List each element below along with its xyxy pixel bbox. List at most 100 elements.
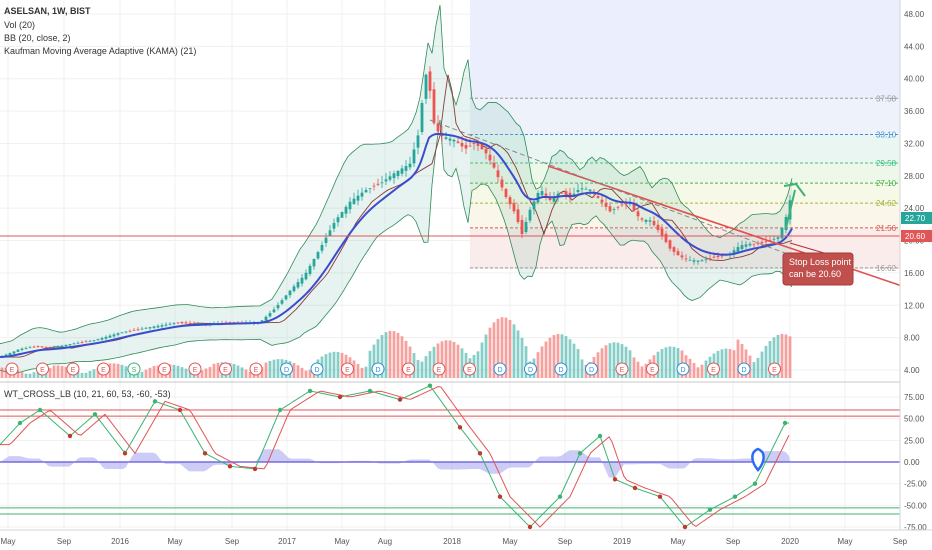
candle-body xyxy=(436,123,440,132)
candle-body xyxy=(500,179,504,188)
volume-bar xyxy=(612,342,616,378)
event-marker-circle xyxy=(188,362,202,376)
volume-bar xyxy=(140,371,144,378)
volume-bar xyxy=(332,351,336,378)
volume-bar xyxy=(392,331,396,378)
volume-bar xyxy=(96,367,100,378)
volume-bar xyxy=(376,339,380,378)
volume-bar xyxy=(644,363,648,378)
fib-level-label: 24.62 xyxy=(876,199,897,208)
price-tick-label: 48.00 xyxy=(904,10,925,19)
volume-bar xyxy=(300,367,304,378)
volume-bar xyxy=(736,339,740,378)
volume-bar xyxy=(560,334,564,378)
volume-bar xyxy=(248,371,252,378)
candle-body xyxy=(452,139,456,142)
candle-body xyxy=(232,322,236,323)
event-marker-circle xyxy=(432,362,446,376)
time-tick-label: Sep xyxy=(225,537,240,546)
candle-body xyxy=(320,244,324,251)
candle-body xyxy=(456,141,460,143)
volume-bar xyxy=(428,351,432,378)
candle-body xyxy=(540,191,544,196)
osc-cross-dot xyxy=(17,420,23,426)
volume-bar xyxy=(24,373,28,378)
volume-bar xyxy=(60,365,64,378)
event-marker-label: E xyxy=(223,367,228,374)
volume-bar xyxy=(416,359,420,378)
volume-bar xyxy=(600,348,604,378)
event-marker-circle xyxy=(676,362,690,376)
volume-bar xyxy=(76,371,80,378)
volume-bar xyxy=(88,370,92,378)
candle-body xyxy=(48,347,52,349)
volume-bar xyxy=(668,346,672,378)
volume-bar xyxy=(48,367,52,378)
volume-bar xyxy=(480,342,484,378)
osc-cross-dot xyxy=(227,464,233,469)
volume-bar xyxy=(304,370,308,378)
event-marker-label: D xyxy=(741,367,746,374)
candle-body xyxy=(140,328,144,330)
time-tick-label: Sep xyxy=(893,537,908,546)
candle-body xyxy=(532,201,536,210)
candle-body xyxy=(76,342,80,344)
volume-bar xyxy=(516,330,520,378)
pin-marker-icon xyxy=(751,447,765,472)
event-marker-label: D xyxy=(528,367,533,374)
candle-body xyxy=(484,148,488,154)
osc-cross-dot xyxy=(367,388,373,394)
osc-wt1-line xyxy=(0,385,789,527)
event-marker-circle xyxy=(615,362,629,376)
candle-body xyxy=(360,192,364,197)
volume-bar xyxy=(636,361,640,378)
osc-tick-label: -50.00 xyxy=(904,501,927,510)
osc-tick-label: -75.00 xyxy=(904,523,927,532)
candle-body xyxy=(488,154,492,161)
candle-body xyxy=(128,330,132,332)
candles xyxy=(0,66,792,359)
candle-body xyxy=(516,209,520,223)
candle-body xyxy=(116,333,120,335)
volume-bar xyxy=(572,343,576,378)
volume-bar xyxy=(448,340,452,378)
last-price-value: 22.70 xyxy=(905,214,926,223)
volume-bar xyxy=(296,365,300,378)
price-tick-label: 4.00 xyxy=(904,366,920,375)
osc-cross-dot xyxy=(597,433,603,439)
fib-level-label: 27.10 xyxy=(876,179,897,188)
volume-bar xyxy=(548,337,552,378)
candle-body xyxy=(752,243,756,245)
candle-body xyxy=(692,260,696,262)
volume-bar xyxy=(28,373,32,378)
candle-body xyxy=(572,193,576,196)
volume-bar xyxy=(324,354,328,378)
event-marker-circle xyxy=(585,362,598,376)
volume-bar xyxy=(440,341,444,378)
time-tick-label: 2017 xyxy=(278,537,296,546)
candle-body xyxy=(348,201,352,210)
volume-bar xyxy=(696,367,700,378)
time-tick-label: May xyxy=(167,537,182,546)
candle-body xyxy=(300,277,304,284)
volume-bar xyxy=(704,360,708,378)
candle-body xyxy=(96,339,100,341)
candle-body xyxy=(496,170,500,178)
oscillator-lines xyxy=(0,383,790,530)
candle-body xyxy=(280,300,284,304)
candle-body xyxy=(744,244,748,247)
volume-bar xyxy=(148,367,152,378)
price-tick-label: 12.00 xyxy=(904,301,925,310)
volume-bar xyxy=(20,372,24,378)
volume-bar xyxy=(556,333,560,378)
candle-body xyxy=(468,145,472,147)
volume-bar xyxy=(400,336,404,378)
osc-tick-label: -25.00 xyxy=(904,480,927,489)
osc-cross-dot xyxy=(732,494,738,499)
event-marker-label: D xyxy=(375,367,380,374)
event-marker-circle xyxy=(219,362,232,376)
candle-body xyxy=(304,272,308,280)
event-marker-label: E xyxy=(620,367,625,374)
stop-price-tag xyxy=(901,230,932,242)
